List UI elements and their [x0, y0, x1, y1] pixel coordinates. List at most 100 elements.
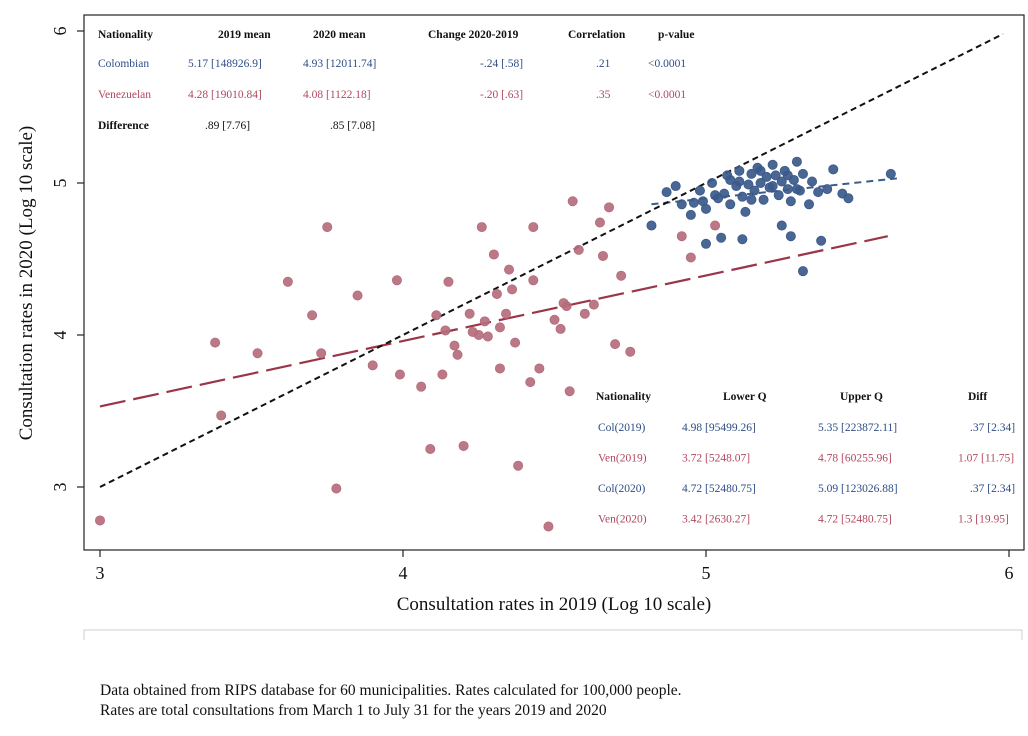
venezuelan-point — [616, 270, 627, 281]
table1-cell: -.20 [.63] — [480, 89, 523, 101]
venezuelan-point — [594, 217, 605, 228]
venezuelan-point — [322, 222, 333, 233]
table2-cell: Ven(2020) — [598, 514, 647, 526]
table1-header: Correlation — [568, 29, 626, 41]
table1-cell: .21 — [596, 58, 611, 70]
table1-cell: <0.0001 — [648, 89, 686, 101]
table1-cell: 4.28 [19010.84] — [188, 89, 262, 101]
venezuelan-point — [482, 331, 493, 342]
colombian-point — [749, 185, 760, 196]
table1-header: p-value — [658, 29, 694, 41]
venezuelan-point — [449, 340, 460, 351]
table2-cell: 3.42 [2630.27] — [682, 514, 750, 526]
colombian-point — [770, 170, 781, 181]
table2-cell: 1.3 [19.95] — [958, 514, 1009, 526]
table1-cell: Venezuelan — [98, 89, 151, 101]
colombian-point — [707, 177, 718, 188]
table1-cell: Difference — [98, 120, 149, 132]
table2-cell: 5.09 [123026.88] — [818, 483, 898, 495]
table2-cell: 3.72 [5248.07] — [682, 453, 750, 465]
venezuelan-point — [488, 249, 499, 260]
table2-cell: .37 [2.34] — [970, 422, 1015, 434]
colombian-point — [746, 194, 757, 205]
venezuelan-point — [416, 381, 427, 392]
y-axis-label: Consultation rates in 2020 (Log 10 scale… — [16, 126, 37, 441]
colombian-point — [816, 235, 827, 246]
colombian-point — [813, 187, 824, 198]
venezuelan-point — [216, 410, 227, 421]
colombian-point — [776, 176, 787, 187]
scatter-chart: 3 4 5 6 3 4 5 6 Consultation rates in 2019 (Log … — [16, 14, 1025, 640]
venezuelan-point — [307, 310, 318, 321]
colombian-point — [804, 199, 815, 210]
colombian-point — [676, 199, 687, 210]
venezuelan-point — [501, 308, 512, 319]
colombian-point — [782, 184, 793, 195]
colombian-point — [767, 181, 778, 192]
footnote-line-2: Rates are total consultations from March… — [100, 702, 607, 719]
table2-cell: Ven(2019) — [598, 453, 647, 465]
colombian-point — [740, 206, 751, 217]
table1-header: Change 2020-2019 — [428, 29, 519, 41]
colombian-point — [725, 199, 736, 210]
venezuelan-point — [507, 284, 518, 295]
venezuelan-point — [710, 220, 721, 231]
table1-cell: .89 [7.76] — [205, 120, 250, 132]
colombian-point — [797, 266, 808, 277]
colombian-point — [646, 220, 657, 231]
ven-fit-line — [99, 235, 889, 408]
table2-cell: 4.78 [60255.96] — [818, 453, 892, 465]
colombian-point — [725, 174, 736, 185]
venezuelan-point — [352, 290, 363, 301]
plot-frame — [83, 14, 1025, 551]
venezuelan-point — [597, 250, 608, 261]
colombian-point — [758, 194, 769, 205]
colombian-point — [885, 168, 896, 179]
colombian-point — [828, 164, 839, 175]
colombian-point — [716, 232, 727, 243]
venezuelan-point — [549, 314, 560, 325]
venezuelan-point — [543, 521, 554, 532]
venezuelan-point — [95, 515, 106, 526]
table1-header: 2019 mean — [218, 29, 271, 41]
venezuelan-point — [567, 196, 578, 207]
colombian-point — [773, 190, 784, 201]
venezuelan-point — [528, 275, 539, 286]
venezuelan-point — [443, 276, 454, 287]
venezuelan-point — [604, 202, 615, 213]
colombian-point — [797, 168, 808, 179]
table1-header: Nationality — [98, 29, 153, 41]
colombian-point — [755, 177, 766, 188]
colombian-point — [785, 231, 796, 242]
colombian-point — [746, 168, 757, 179]
venezuelan-point — [331, 483, 342, 494]
venezuelan-point — [573, 244, 584, 255]
table1-cell: Colombian — [98, 58, 149, 70]
venezuelan-point — [425, 443, 436, 454]
diagonal-45-line — [99, 33, 1004, 488]
venezuelan-point — [504, 264, 515, 275]
colombian-point — [807, 176, 818, 187]
table2-cell: 4.98 [95499.26] — [682, 422, 756, 434]
venezuelan-point — [210, 337, 221, 348]
colombian-point — [694, 185, 705, 196]
table2-cell: 4.72 [52480.75] — [682, 483, 756, 495]
y-tick-label: 3 — [50, 483, 70, 492]
venezuelan-point — [494, 363, 505, 374]
table1-cell: 4.08 [1122.18] — [303, 89, 371, 101]
table2-cell: Col(2020) — [598, 483, 645, 495]
table2-header: Nationality — [596, 391, 651, 403]
venezuelan-point — [494, 322, 505, 333]
colombian-point — [782, 170, 793, 181]
venezuelan-point — [579, 308, 590, 319]
table1-cell: .85 [7.08] — [330, 120, 375, 132]
venezuelan-point — [464, 308, 475, 319]
colombian-point — [755, 165, 766, 176]
venezuelan-point — [685, 252, 696, 263]
venezuelan-point — [316, 348, 327, 359]
table1-cell: -.24 [.58] — [480, 58, 523, 70]
venezuelan-point — [431, 310, 442, 321]
venezuelan-point — [588, 299, 599, 310]
table2-header: Lower Q — [723, 391, 767, 403]
venezuelan-point — [555, 323, 566, 334]
